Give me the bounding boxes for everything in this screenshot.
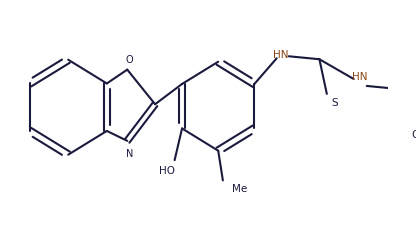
Text: Me: Me [232,183,248,194]
Text: O: O [125,54,133,65]
Text: HN: HN [272,50,288,60]
Text: S: S [331,97,337,107]
Text: HN: HN [352,72,368,82]
Text: O: O [411,130,416,140]
Text: HO: HO [159,165,175,175]
Text: N: N [126,148,134,158]
